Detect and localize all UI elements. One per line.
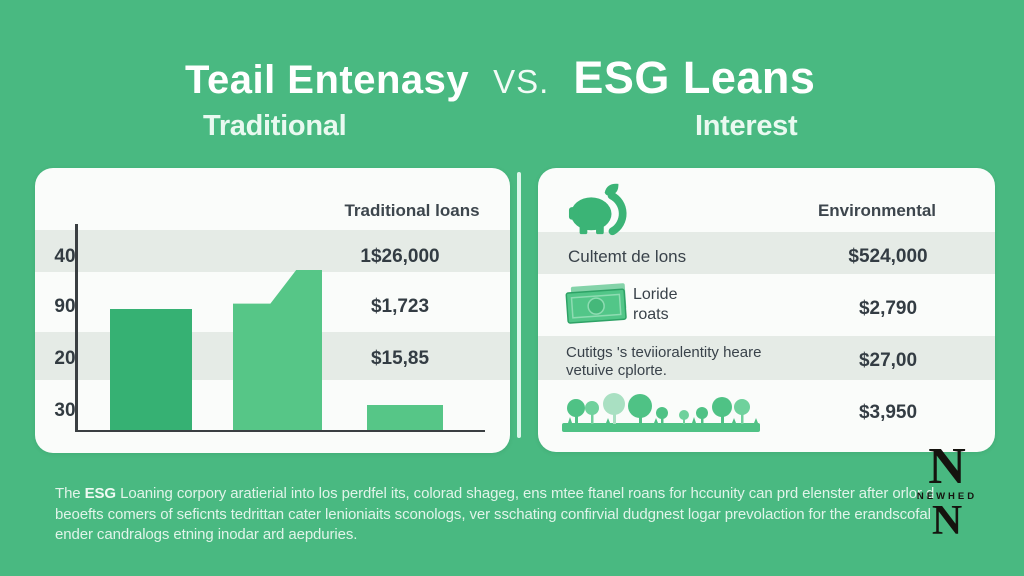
bar-traditional-2 <box>233 270 322 430</box>
logo-wordmark: NEWHED <box>916 491 978 502</box>
bar-traditional-3 <box>367 405 443 430</box>
value-label: $15,85 <box>370 348 430 369</box>
footer-text: The <box>55 485 85 502</box>
row-label-line: Loride <box>633 286 678 303</box>
y-axis-tick: 20 <box>54 348 76 369</box>
stripe-band <box>538 336 995 380</box>
infographic-title: Teail Entenasy VS. ESG Leans <box>185 52 815 104</box>
piggy-bank-leaf-icon <box>568 183 627 236</box>
footer-text: Loaning corpory aratierial into los perd… <box>116 485 935 502</box>
row-label: Loride roats <box>633 285 677 325</box>
vs-label: VS. <box>493 63 550 100</box>
row-value: $27,00 <box>858 350 918 371</box>
environmental-panel: Environmental Cultemt de lons $524,000 L… <box>538 168 995 452</box>
value-label: 1$26,000 <box>360 246 440 267</box>
y-axis-tick: 90 <box>54 296 76 317</box>
logo-monogram-bottom: N <box>931 498 963 544</box>
subtitle-interest: Interest <box>695 110 798 142</box>
footer-paragraph: The ESG Loaning corpory aratierial into … <box>55 484 975 546</box>
banknote-icon <box>565 283 627 324</box>
row-value: $524,000 <box>848 246 928 267</box>
chart-y-axis <box>75 224 78 432</box>
subtitle-traditional: Traditional <box>203 110 347 142</box>
y-axis-tick: 30 <box>54 400 76 421</box>
row-label-line: roats <box>633 306 669 323</box>
row-label: Cutitgs 's teviioralentity heare vetuive… <box>566 344 761 380</box>
panel-divider <box>517 172 521 438</box>
row-label-line: Cutitgs 's teviioralentity heare <box>566 344 762 361</box>
row-value: $3,950 <box>858 402 918 423</box>
bar-traditional-1 <box>110 309 192 430</box>
row-label-line: vetuive cplorte. <box>566 362 667 379</box>
row-value: $2,790 <box>858 298 918 319</box>
logo-monogram-top: N <box>928 438 966 495</box>
trees-illustration <box>562 393 760 432</box>
value-label: $1,723 <box>370 296 430 317</box>
row-label: Cultemt de lons <box>568 247 687 266</box>
title-left: Teail Entenasy <box>185 58 470 102</box>
brand-logo: N NEWHED N <box>903 438 991 544</box>
stripe-band <box>538 232 995 274</box>
traditional-loans-panel: Traditional loans 40 90 20 30 1$26,000 $… <box>35 168 510 453</box>
y-axis-tick: 40 <box>54 246 76 267</box>
footer-line-3: ender candralogs etning inodar ard aepdu… <box>55 526 358 543</box>
left-panel-title: Traditional loans <box>344 201 480 220</box>
chart-baseline <box>75 430 485 432</box>
footer-line-2: beoefts comers of seficnts tedrittan cat… <box>55 505 931 523</box>
title-right: ESG Leans <box>573 52 816 103</box>
footer-text-bold: ESG <box>84 485 117 502</box>
stripe-band <box>35 230 510 272</box>
right-panel-title: Environmental <box>817 201 937 220</box>
footer-line-1: The ESG Loaning corpory aratierial into … <box>55 484 975 505</box>
